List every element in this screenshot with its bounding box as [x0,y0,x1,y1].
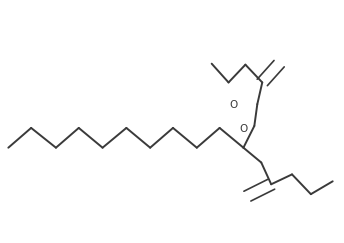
Text: O: O [239,124,248,134]
Text: O: O [229,100,238,110]
